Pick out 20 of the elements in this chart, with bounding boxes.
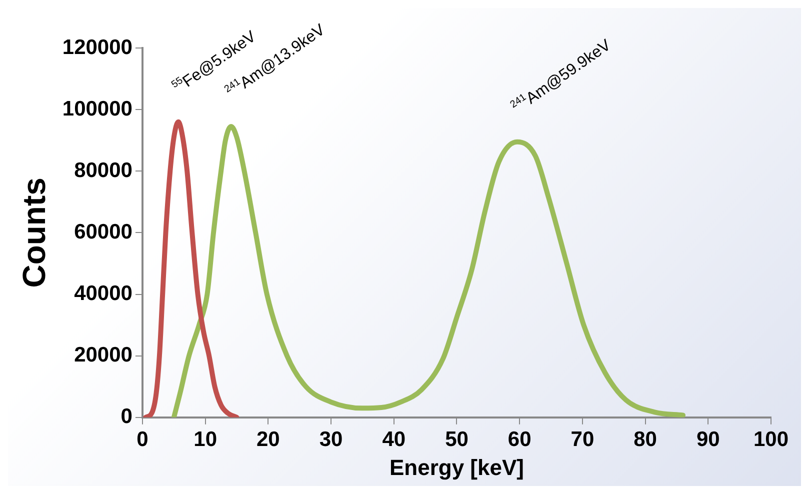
x-tick-label: 70 — [570, 428, 594, 451]
y-tick-label: 20000 — [74, 344, 132, 367]
x-tick-label: 10 — [194, 428, 218, 451]
x-tick-label: 40 — [382, 428, 406, 451]
y-tick-label: 0 — [120, 405, 132, 428]
x-tick-label: 30 — [319, 428, 343, 451]
x-tick-label: 20 — [256, 428, 280, 451]
x-tick-label: 90 — [696, 428, 720, 451]
x-tick-label: 60 — [508, 428, 532, 451]
x-tick-label: 50 — [445, 428, 468, 451]
y-tick-label: 40000 — [74, 282, 132, 306]
y-tick-label: 100000 — [62, 97, 132, 120]
y-tick-label: 80000 — [74, 158, 132, 182]
x-tick-label: 80 — [634, 428, 657, 451]
y-tick-label: 60000 — [74, 220, 132, 244]
y-axis-title: Counts — [16, 178, 52, 288]
x-tick-label: 0 — [136, 428, 148, 451]
x-axis-title: Energy [keV] — [389, 454, 524, 480]
y-tick-label: 120000 — [62, 36, 132, 59]
x-tick-label: 100 — [753, 428, 789, 451]
